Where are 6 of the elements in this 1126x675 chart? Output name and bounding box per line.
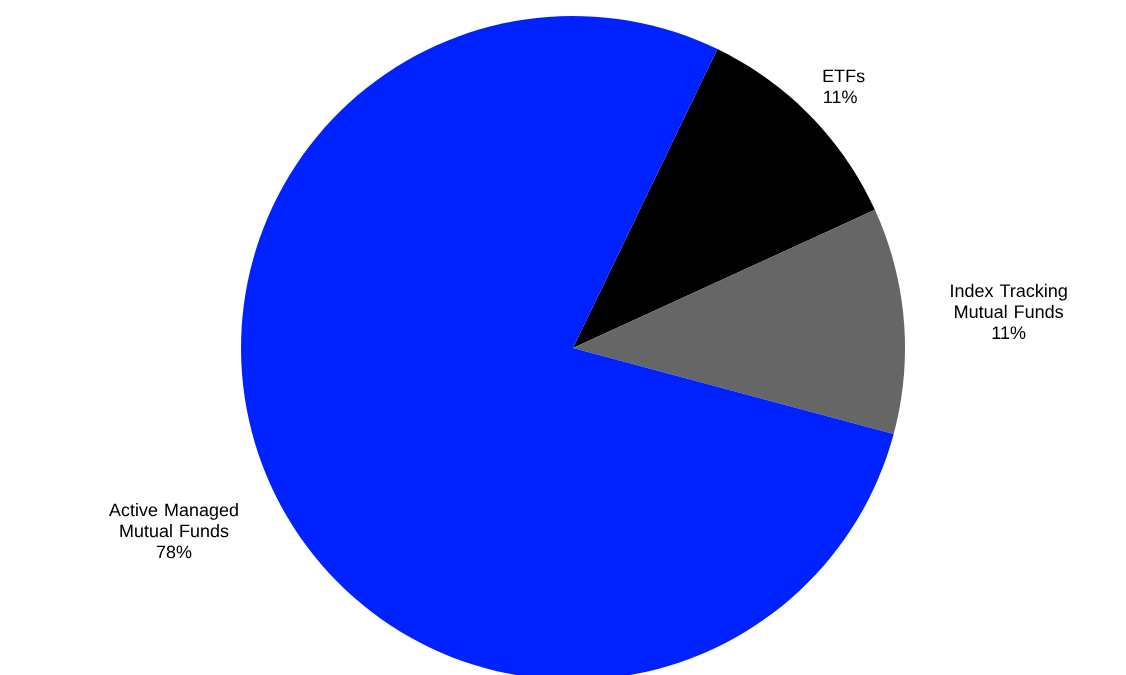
data-label: 78% bbox=[156, 545, 192, 559]
slice-label: Active Managed Mutual Funds bbox=[108, 503, 238, 538]
data-label: 11% bbox=[992, 326, 1026, 339]
slice-label: Index Tracking Mutual Funds bbox=[951, 283, 1067, 319]
slice-label: ETFs bbox=[823, 69, 865, 83]
data-label: 11% bbox=[824, 90, 857, 104]
